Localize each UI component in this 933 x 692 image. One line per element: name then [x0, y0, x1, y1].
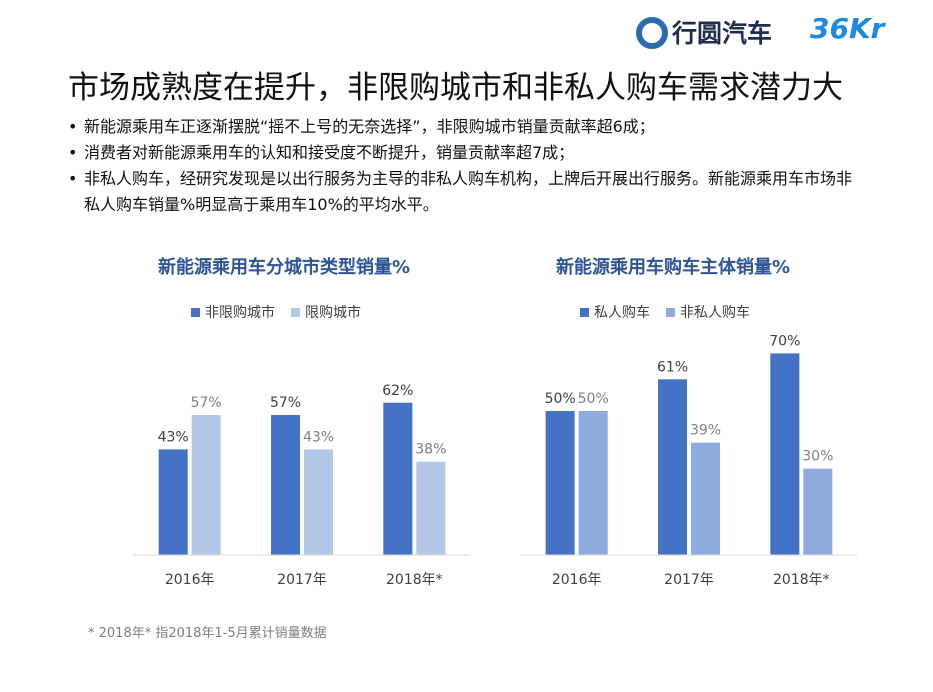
- data-label: 43%: [158, 429, 189, 445]
- legend-swatch: [580, 308, 589, 317]
- bar: [691, 442, 720, 555]
- x-tick-label: 2016年: [165, 572, 215, 588]
- bullet: 消费者对新能源乘用车的认知和接受度不断提升，销量贡献率超7成；: [66, 140, 856, 166]
- data-label: 38%: [415, 442, 446, 458]
- brand-logo: 36Kr: [810, 12, 885, 45]
- bar: [191, 415, 221, 555]
- bar: [304, 449, 333, 555]
- data-label: 57%: [191, 395, 222, 411]
- legend-swatch: [291, 308, 300, 317]
- footnote: * 2018年* 指2018年1-5月累计销量数据: [88, 626, 327, 641]
- bar: [271, 415, 300, 555]
- data-label: 70%: [769, 333, 800, 349]
- logo-icon: [636, 17, 668, 49]
- data-label: 61%: [657, 359, 688, 375]
- bullet-list: 新能源乘用车正逐渐摆脱“摇不上号的无奈选择”，非限购城市销量贡献率超6成； 消费…: [66, 114, 856, 218]
- legend-label: 限购城市: [305, 304, 361, 321]
- bar: [158, 449, 188, 555]
- x-tick-label: 2017年: [277, 572, 327, 588]
- data-label: 57%: [270, 395, 301, 411]
- bar: [416, 461, 446, 555]
- data-label: 43%: [303, 429, 334, 445]
- x-tick-label: 2017年: [664, 572, 714, 588]
- bullet: 新能源乘用车正逐渐摆脱“摇不上号的无奈选择”，非限购城市销量贡献率超6成；: [66, 114, 856, 140]
- legend-swatch: [666, 308, 675, 317]
- x-tick-label: 2018年*: [773, 572, 830, 588]
- data-label: 39%: [690, 423, 721, 439]
- bar: [383, 402, 413, 555]
- legend-label: 私人购车: [594, 304, 650, 321]
- legend-label: 非限购城市: [205, 304, 275, 321]
- legend-swatch: [191, 308, 200, 317]
- data-label: 50%: [578, 391, 609, 407]
- data-label: 62%: [382, 383, 413, 399]
- bullet: 非私人购车，经研究发现是以出行服务为主导的非私人购车机构，上牌后开展出行服务。新…: [66, 166, 856, 218]
- brand: 行圆汽车: [672, 19, 773, 48]
- bar: [770, 353, 800, 555]
- x-tick-label: 2016年: [552, 572, 602, 588]
- bar: [578, 411, 608, 555]
- data-label: 30%: [802, 449, 833, 465]
- chart-title: 新能源乘用车购车主体销量%: [556, 256, 790, 278]
- bar: [545, 411, 575, 555]
- legend-label: 非私人购车: [680, 304, 750, 321]
- x-tick-label: 2018年*: [386, 572, 443, 588]
- data-label: 50%: [545, 391, 576, 407]
- bar: [658, 379, 687, 555]
- bar: [803, 468, 833, 555]
- chart-title: 新能源乘用车分城市类型销量%: [158, 256, 410, 278]
- slide-title: 市场成熟度在提升，非限购城市和非私人购车需求潜力大: [68, 70, 843, 106]
